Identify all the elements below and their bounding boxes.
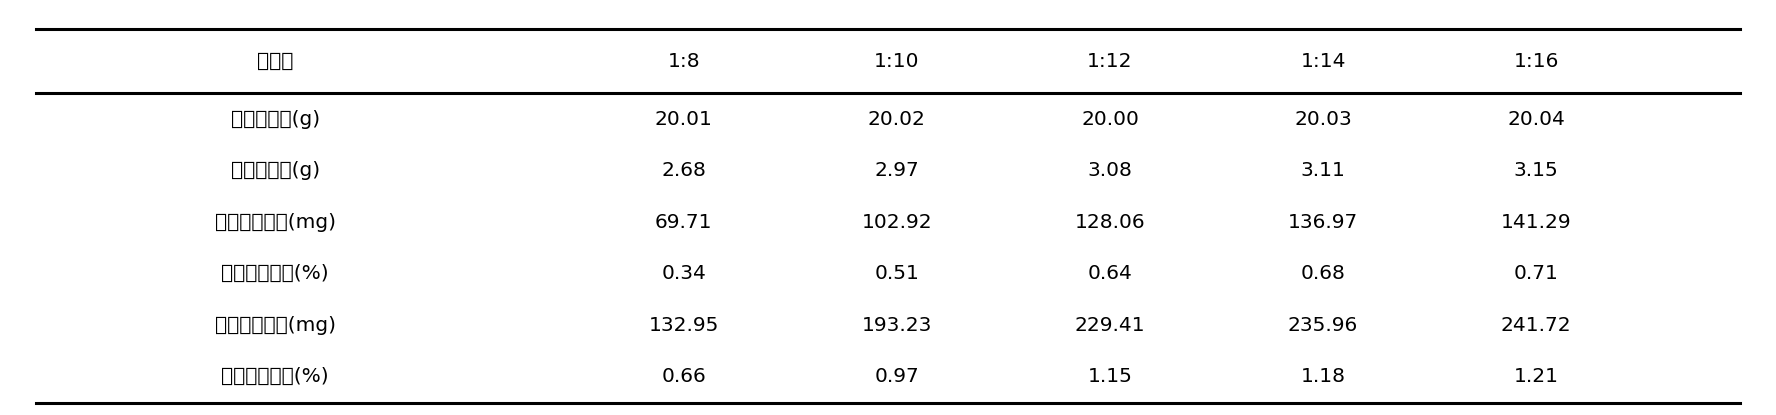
Text: 0.68: 0.68 [1300,264,1346,283]
Text: 229.41: 229.41 [1074,316,1146,335]
Text: 141.29: 141.29 [1501,213,1572,232]
Text: 3.11: 3.11 [1300,161,1346,180]
Text: 苯乙醇苷得率(%): 苯乙醇苷得率(%) [222,264,329,283]
Text: 20.02: 20.02 [868,110,925,129]
Text: 0.97: 0.97 [874,367,920,386]
Text: 1:8: 1:8 [668,52,700,71]
Text: 20.03: 20.03 [1295,110,1352,129]
Text: 0.51: 0.51 [874,264,920,283]
Text: 0.34: 0.34 [661,264,707,283]
Text: 提取物质量(g): 提取物质量(g) [231,161,320,180]
Text: 128.06: 128.06 [1074,213,1146,232]
Text: 102.92: 102.92 [861,213,932,232]
Text: 3.15: 3.15 [1513,161,1559,180]
Text: 黄酮碳苷得率(%): 黄酮碳苷得率(%) [222,367,329,386]
Text: 固液比: 固液比 [258,52,293,71]
Text: 0.66: 0.66 [661,367,707,386]
Text: 1.15: 1.15 [1087,367,1133,386]
Text: 苯乙醇苷含量(mg): 苯乙醇苷含量(mg) [215,213,336,232]
Text: 20.01: 20.01 [655,110,712,129]
Text: 黄酮碳苷含量(mg): 黄酮碳苷含量(mg) [215,316,336,335]
Text: 193.23: 193.23 [861,316,932,335]
Text: 136.97: 136.97 [1288,213,1359,232]
Text: 2.68: 2.68 [661,161,707,180]
Text: 1:10: 1:10 [874,52,920,71]
Text: 235.96: 235.96 [1288,316,1359,335]
Text: 3.08: 3.08 [1087,161,1133,180]
Text: 0.64: 0.64 [1087,264,1133,283]
Text: 20.00: 20.00 [1082,110,1138,129]
Text: 1:12: 1:12 [1087,52,1133,71]
Text: 1.21: 1.21 [1513,367,1559,386]
Text: 1.18: 1.18 [1300,367,1346,386]
Text: 1:16: 1:16 [1513,52,1559,71]
Text: 1:14: 1:14 [1300,52,1346,71]
Text: 原药材质量(g): 原药材质量(g) [231,110,320,129]
Text: 2.97: 2.97 [874,161,920,180]
Text: 132.95: 132.95 [648,316,719,335]
Text: 20.04: 20.04 [1508,110,1565,129]
Text: 0.71: 0.71 [1513,264,1559,283]
Text: 69.71: 69.71 [655,213,712,232]
Text: 241.72: 241.72 [1501,316,1572,335]
